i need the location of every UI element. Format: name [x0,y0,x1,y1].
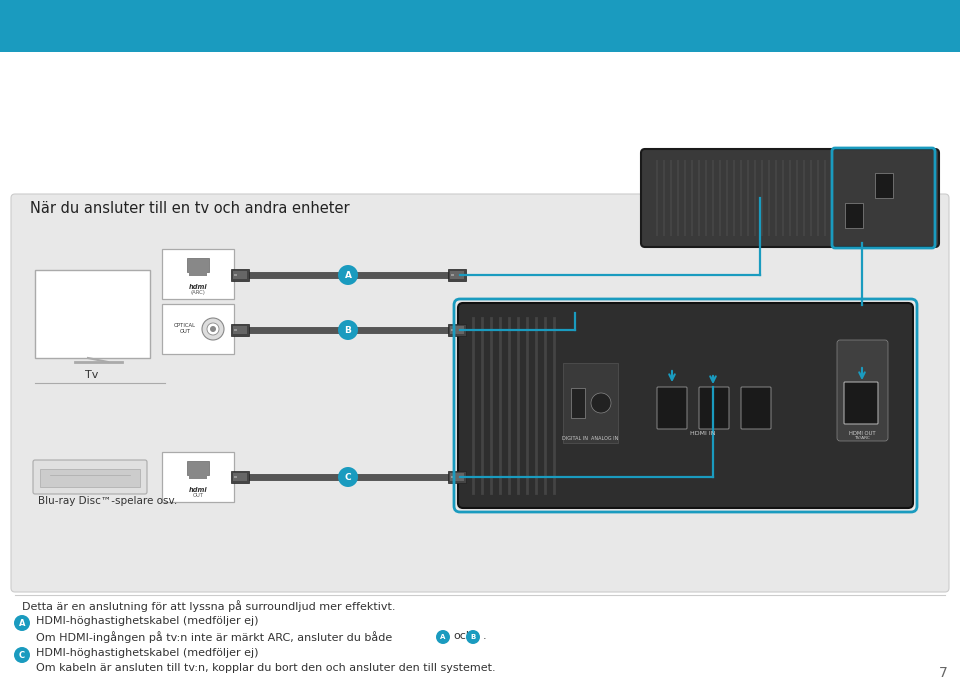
Text: Om kabeln är ansluten till tv:n, kopplar du bort den och ansluter den till syste: Om kabeln är ansluten till tv:n, kopplar… [36,663,495,673]
Circle shape [338,467,358,487]
Bar [187,461,209,475]
Text: HDMI OUT: HDMI OUT [849,431,876,436]
Text: C: C [19,650,25,660]
Circle shape [436,630,450,644]
Bar [189,474,207,479]
Bar [35,270,150,358]
Bar [448,471,466,483]
Bar [231,324,249,336]
Text: Tv: Tv [85,370,99,380]
Text: När du ansluter till en tv och andra enheter: När du ansluter till en tv och andra enh… [30,201,349,216]
Bar [234,274,237,276]
Bar [233,271,247,279]
Bar [40,469,140,487]
Bar [448,269,466,281]
Bar [234,329,237,331]
Circle shape [466,630,480,644]
Text: OUT: OUT [192,493,204,498]
Text: Detta är en anslutning för att lyssna på surroundljud mer effektivt.: Detta är en anslutning för att lyssna på… [22,600,396,612]
Bar [187,258,209,272]
Bar [233,473,247,481]
Text: HDMI-höghastighetskabel (medföljer ej): HDMI-höghastighetskabel (medföljer ej) [36,616,258,626]
Bar [189,271,207,276]
FancyBboxPatch shape [458,303,913,508]
Bar [451,329,454,331]
Text: och: och [453,631,473,641]
Text: hdmi: hdmi [189,284,207,290]
Bar [448,324,466,336]
Bar [875,173,893,198]
Text: hdmi: hdmi [189,487,207,493]
Circle shape [14,615,30,631]
Bar [845,203,863,228]
Text: 7: 7 [939,666,948,680]
Bar [234,476,237,478]
Text: Blu-ray Disc™-spelare osv.: Blu-ray Disc™-spelare osv. [38,496,178,506]
Text: B: B [470,634,475,640]
FancyBboxPatch shape [699,387,729,429]
Text: C: C [345,473,351,482]
Bar [571,388,585,418]
Text: DIGITAL IN: DIGITAL IN [562,436,588,441]
Text: A: A [345,270,351,279]
Circle shape [338,265,358,285]
Bar [451,274,454,276]
Text: B: B [345,325,351,334]
Bar [233,326,247,334]
Text: Om HDMI-ingången på tv:n inte är märkt ARC, ansluter du både: Om HDMI-ingången på tv:n inte är märkt A… [36,631,393,643]
Text: A: A [441,634,445,640]
FancyBboxPatch shape [162,452,234,502]
Circle shape [210,326,216,332]
Text: (ARC): (ARC) [191,290,205,295]
Circle shape [338,320,358,340]
Text: HDMI IN: HDMI IN [690,431,716,436]
Text: OPTICAL
OUT: OPTICAL OUT [174,323,196,334]
Circle shape [202,318,224,340]
Text: TV/ARC: TV/ARC [854,436,870,440]
Bar [451,476,454,478]
Text: ANALOG IN: ANALOG IN [591,436,618,441]
FancyBboxPatch shape [641,149,939,247]
FancyBboxPatch shape [837,340,888,441]
FancyBboxPatch shape [741,387,771,429]
Text: HDMI-höghastighetskabel (medföljer ej): HDMI-höghastighetskabel (medföljer ej) [36,648,258,658]
Circle shape [207,323,219,335]
FancyBboxPatch shape [657,387,687,429]
FancyBboxPatch shape [33,460,147,494]
FancyBboxPatch shape [162,304,234,354]
Text: .: . [483,631,487,641]
FancyBboxPatch shape [11,194,949,592]
Circle shape [14,647,30,663]
Bar [0,0,960,52]
FancyBboxPatch shape [844,382,878,424]
Bar [450,271,464,279]
Bar [231,269,249,281]
FancyBboxPatch shape [162,249,234,299]
Bar [563,363,618,443]
Bar [231,471,249,483]
Text: A: A [19,619,25,627]
Circle shape [591,393,611,413]
Bar [450,473,464,481]
Bar [450,326,464,334]
